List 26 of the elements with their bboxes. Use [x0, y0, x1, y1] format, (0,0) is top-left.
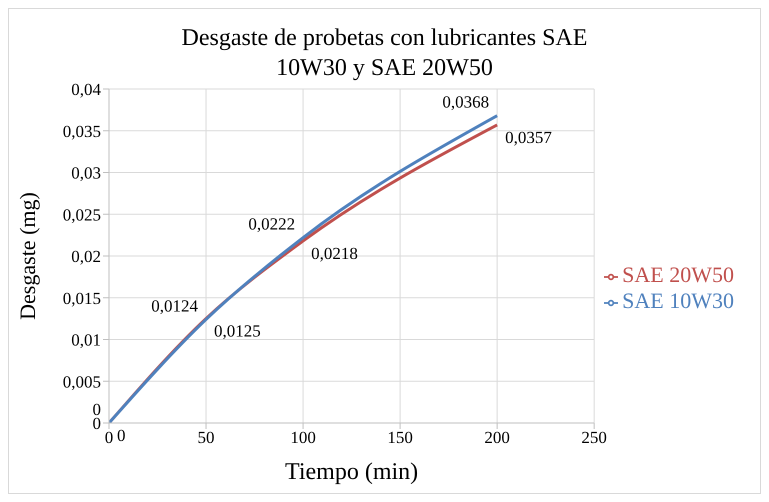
chart-title: Desgaste de probetas con lubricantes SAE 10W30 y SAE 20W50	[180, 24, 588, 83]
y-tick-label: 0,02	[71, 247, 101, 266]
y-tick-label: 0,035	[62, 122, 101, 141]
y-axis-title: Desgaste (mg)	[14, 192, 40, 320]
data-label: 0,0368	[442, 92, 490, 112]
x-tick-label: 200	[484, 428, 510, 448]
data-label: 0,0222	[248, 214, 296, 234]
legend-label: SAE 10W30	[622, 288, 734, 313]
data-label: 0,0218	[311, 244, 358, 263]
data-label: 0,0124	[151, 296, 199, 316]
x-tick-label: 150	[387, 428, 413, 448]
y-tick-label: 0,005	[62, 372, 101, 392]
x-tick-label: 0	[104, 428, 114, 448]
data-label: 0,0357	[505, 128, 552, 147]
y-tick-label: 0,025	[62, 205, 101, 224]
y-tick-label: 0,04	[71, 80, 102, 100]
data-label: 0,0125	[214, 322, 261, 341]
y-tick-label: 0,015	[62, 288, 101, 308]
x-tick-label: 100	[290, 428, 316, 448]
y-tick-label: 0,03	[71, 164, 101, 183]
y-tick-label: 0	[92, 414, 101, 434]
x-tick-label: 250	[581, 428, 607, 448]
x-tick-label: 50	[198, 428, 215, 448]
legend-label: SAE 20W50	[622, 262, 734, 287]
y-tick-label: 0,01	[71, 330, 101, 350]
x-axis-title: Tiempo (min)	[285, 459, 418, 485]
